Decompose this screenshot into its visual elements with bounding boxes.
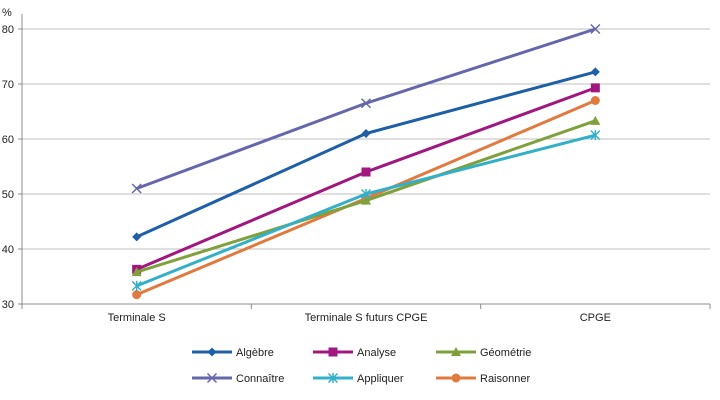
- y-tick-label: 30: [2, 299, 14, 311]
- x-tick-label: Terminale S futurs CPGE: [305, 312, 428, 324]
- series-algebre: [132, 67, 600, 242]
- series-appliquer: [131, 130, 601, 291]
- y-tick-label: 60: [2, 134, 14, 146]
- data-point: [360, 188, 372, 200]
- legend-marker: [327, 372, 339, 384]
- marker-stroke: [590, 23, 601, 35]
- data-point: [132, 290, 142, 300]
- legend-item-algebre: Algèbre: [192, 347, 274, 359]
- series-group: [131, 23, 601, 300]
- marker-stroke: [131, 183, 142, 194]
- marker-stroke: [360, 98, 372, 109]
- y-tick-label: 80: [2, 24, 14, 36]
- x-tick-label: Terminale S: [108, 312, 166, 324]
- data-point: [590, 96, 600, 105]
- data-point: [131, 267, 142, 277]
- data-point: [590, 83, 600, 93]
- data-point: [361, 195, 371, 205]
- marker-stroke: [206, 372, 218, 384]
- data-point: [131, 183, 142, 194]
- axes: 30 40 50 60 70 80% Terminale S Terminale S futu…: [2, 7, 711, 324]
- x-tick-label: CPGE: [580, 312, 611, 324]
- legend-marker: [451, 373, 461, 383]
- legend-label: Raisonner: [480, 373, 530, 385]
- legend-item-raisonner: Raisonner: [436, 373, 530, 385]
- data-point: [361, 129, 371, 138]
- legend-marker: [451, 347, 461, 356]
- legend-item-appliquer: Appliquer: [313, 372, 404, 385]
- legend-marker: [206, 372, 218, 384]
- legend-label: Analyse: [357, 347, 396, 359]
- series-line: [136, 133, 596, 288]
- legend-label: Géométrie: [480, 347, 531, 359]
- legend-marker: [328, 347, 338, 357]
- data-point: [360, 98, 372, 109]
- legend-label: Appliquer: [357, 373, 404, 385]
- data-point: [131, 280, 142, 291]
- grid: [22, 28, 710, 250]
- legend: Algèbre Analyse Géométrie Connaître Applique…: [192, 347, 531, 385]
- series-line: [136, 70, 596, 239]
- legend-item-geometrie: Géométrie: [436, 347, 531, 359]
- data-point: [361, 167, 371, 177]
- data-point: [590, 67, 600, 77]
- data-point: [590, 130, 601, 141]
- y-axis-unit-label: %: [2, 7, 12, 19]
- legend-label: Algèbre: [236, 347, 274, 359]
- legend-item-connaitre: Connaître: [192, 372, 284, 385]
- series-analyse: [132, 83, 600, 274]
- legend-marker: [207, 347, 217, 357]
- series-geometrie: [131, 115, 601, 277]
- legend-item-analyse: Analyse: [313, 347, 396, 359]
- series-line: [136, 27, 596, 190]
- legend-label: Connaître: [236, 373, 284, 385]
- series-line: [136, 86, 596, 271]
- data-point: [132, 232, 142, 242]
- y-tick-label: 50: [2, 189, 14, 201]
- y-tick-label: 40: [2, 244, 14, 256]
- data-point: [590, 115, 601, 125]
- y-tick-label: 70: [2, 79, 14, 91]
- series-connaitre: [131, 23, 601, 194]
- data-point: [590, 23, 601, 35]
